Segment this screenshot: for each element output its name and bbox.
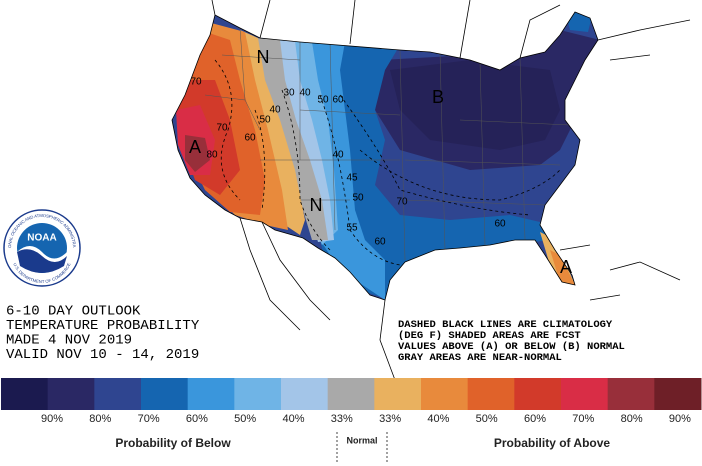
note-line: GRAY AREAS ARE NEAR-NORMAL (398, 352, 562, 364)
legend-swatch (94, 378, 142, 410)
legend-tick-label: 60% (524, 413, 546, 425)
legend-swatch (47, 378, 95, 410)
title-line: MADE 4 NOV 2019 (6, 333, 132, 349)
climatology-lines (214, 59, 561, 266)
title-line: TEMPERATURE PROBABILITY (6, 318, 200, 334)
legend-swatch (281, 378, 329, 410)
legend-tick-label: 40% (427, 413, 449, 425)
map-climatology-value: 70 (216, 123, 228, 134)
map-climatology-value: 50 (352, 193, 364, 204)
map-climatology-value: 30 (283, 88, 295, 99)
legend-swatch (654, 378, 702, 410)
area-above-40 (240, 30, 305, 235)
map-climatology-value: 60 (332, 95, 344, 106)
legend-below-label: Probability of Below (115, 436, 231, 450)
logo-sea (17, 249, 67, 273)
legend-swatch (467, 378, 515, 410)
area-normal (255, 38, 328, 240)
legend-tick-label: 33% (379, 413, 401, 425)
legend-tick-label: 70% (138, 413, 160, 425)
map-region-letter: A (560, 257, 572, 277)
area-below-90 (390, 60, 560, 150)
legend-tick-label: 50% (476, 413, 498, 425)
legend-swatch (607, 378, 655, 410)
legend-tick-label: 33% (331, 413, 353, 425)
legend-swatch (1, 378, 49, 410)
title-line: 6-10 DAY OUTLOOK (6, 304, 141, 320)
legend-tick-label: 70% (572, 413, 594, 425)
legend-swatch (327, 378, 375, 410)
legend-tick-label: 60% (186, 413, 208, 425)
legend: 90% 80% 70% 60% 50% 40% 33% 33% 40% 50% 60% 70% 80% 9… (1, 378, 702, 425)
map-climatology-value: 45 (346, 173, 358, 184)
map-climatology-value: 40 (269, 105, 281, 116)
legend-swatch (421, 378, 469, 410)
legend-swatch (187, 378, 235, 410)
legend-swatch (374, 378, 422, 410)
notes-block: DASHED BLACK LINES ARE CLIMATOLOGY(DEG F… (398, 319, 625, 364)
map-climatology-value: 55 (346, 223, 358, 234)
map-region-letter: N (310, 195, 323, 215)
map-climatology-value: 50 (259, 115, 271, 126)
note-line: VALUES ABOVE (A) OR BELOW (B) NORMAL (398, 341, 625, 353)
map-climatology-value: 60 (494, 219, 506, 230)
legend-tick-label: 80% (621, 413, 643, 425)
note-line: (DEG F) SHADED AREAS ARE FCST (398, 330, 581, 342)
note-line: DASHED BLACK LINES ARE CLIMATOLOGY (398, 319, 613, 331)
area-florida-50 (550, 250, 575, 285)
map-climatology-value: 70 (190, 77, 202, 88)
map-climatology-value: 80 (206, 150, 218, 161)
noaa-logo: NOAA NATIONAL OCEANIC AND ATMOSPHERIC AD… (0, 0, 81, 287)
legend-tick-label: 50% (234, 413, 256, 425)
title-line: VALID NOV 10 - 14, 2019 (6, 347, 199, 363)
map-region-letter: N (257, 47, 270, 67)
legend-tick-label: 40% (282, 413, 304, 425)
us-outline (171, 11, 599, 301)
legend-swatch (514, 378, 562, 410)
legend-tick-label: 90% (41, 413, 63, 425)
map-climatology-value: 40 (332, 150, 344, 161)
neighbor-borders (211, 0, 691, 381)
legend-above-label: Probability of Above (494, 436, 611, 450)
map-region-letter: B (432, 87, 444, 107)
legend-swatch (561, 378, 609, 410)
legend-normal-label: Normal (346, 435, 377, 445)
area-above-90 (185, 135, 210, 172)
logo-name: NOAA (27, 233, 56, 244)
legend-swatch (234, 378, 282, 410)
map-region-letter: A (189, 137, 201, 157)
map-climatology-value: 60 (244, 133, 256, 144)
map-climatology-value: 60 (374, 237, 386, 248)
legend-tick-label: 80% (89, 413, 111, 425)
map-climatology-value: 50 (317, 95, 329, 106)
map-climatology-value: 70 (396, 197, 408, 208)
probability-areas (172, 12, 598, 300)
legend-tick-label: 90% (669, 413, 691, 425)
area-below-60 (320, 40, 550, 300)
legend-swatch (141, 378, 189, 410)
map-climatology-value: 40 (299, 88, 311, 99)
